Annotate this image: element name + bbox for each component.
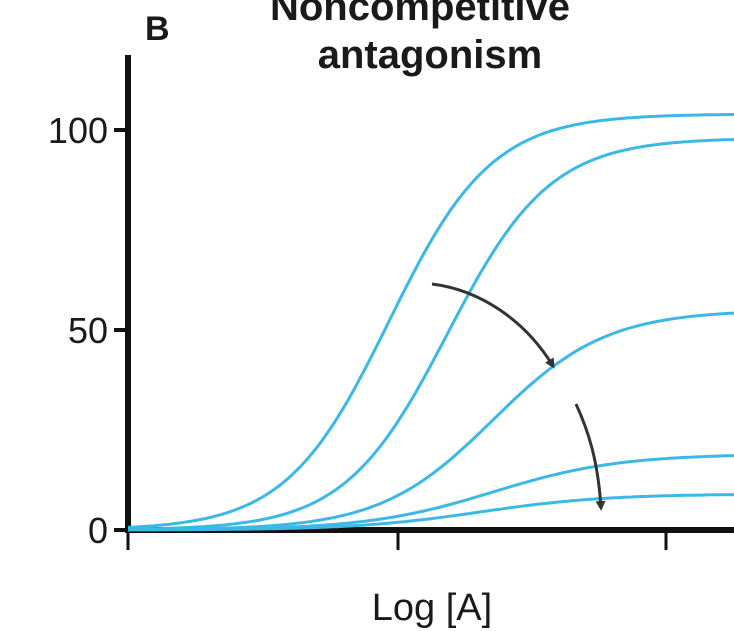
- y-tick-label: 50: [68, 310, 108, 351]
- panel-label: B: [145, 10, 170, 48]
- x-ticks: [126, 530, 668, 550]
- y-tick-label: 0: [88, 510, 108, 551]
- y-ticks: 0 50 100: [48, 110, 128, 551]
- y-tick-label: 100: [48, 110, 108, 151]
- chart-title-line-1: Noncompetitive: [270, 0, 570, 29]
- antagonist-arrow-2: [574, 403, 606, 511]
- x-axis-label: Log [A]: [372, 587, 492, 629]
- dose-response-curve: [127, 113, 734, 529]
- dose-response-curves: [127, 113, 734, 532]
- chart-title-line-2: antagonism: [318, 33, 542, 77]
- antagonist-arrow-1: [431, 282, 555, 369]
- dose-response-curve: [128, 493, 734, 532]
- dose-response-curve: [128, 138, 734, 531]
